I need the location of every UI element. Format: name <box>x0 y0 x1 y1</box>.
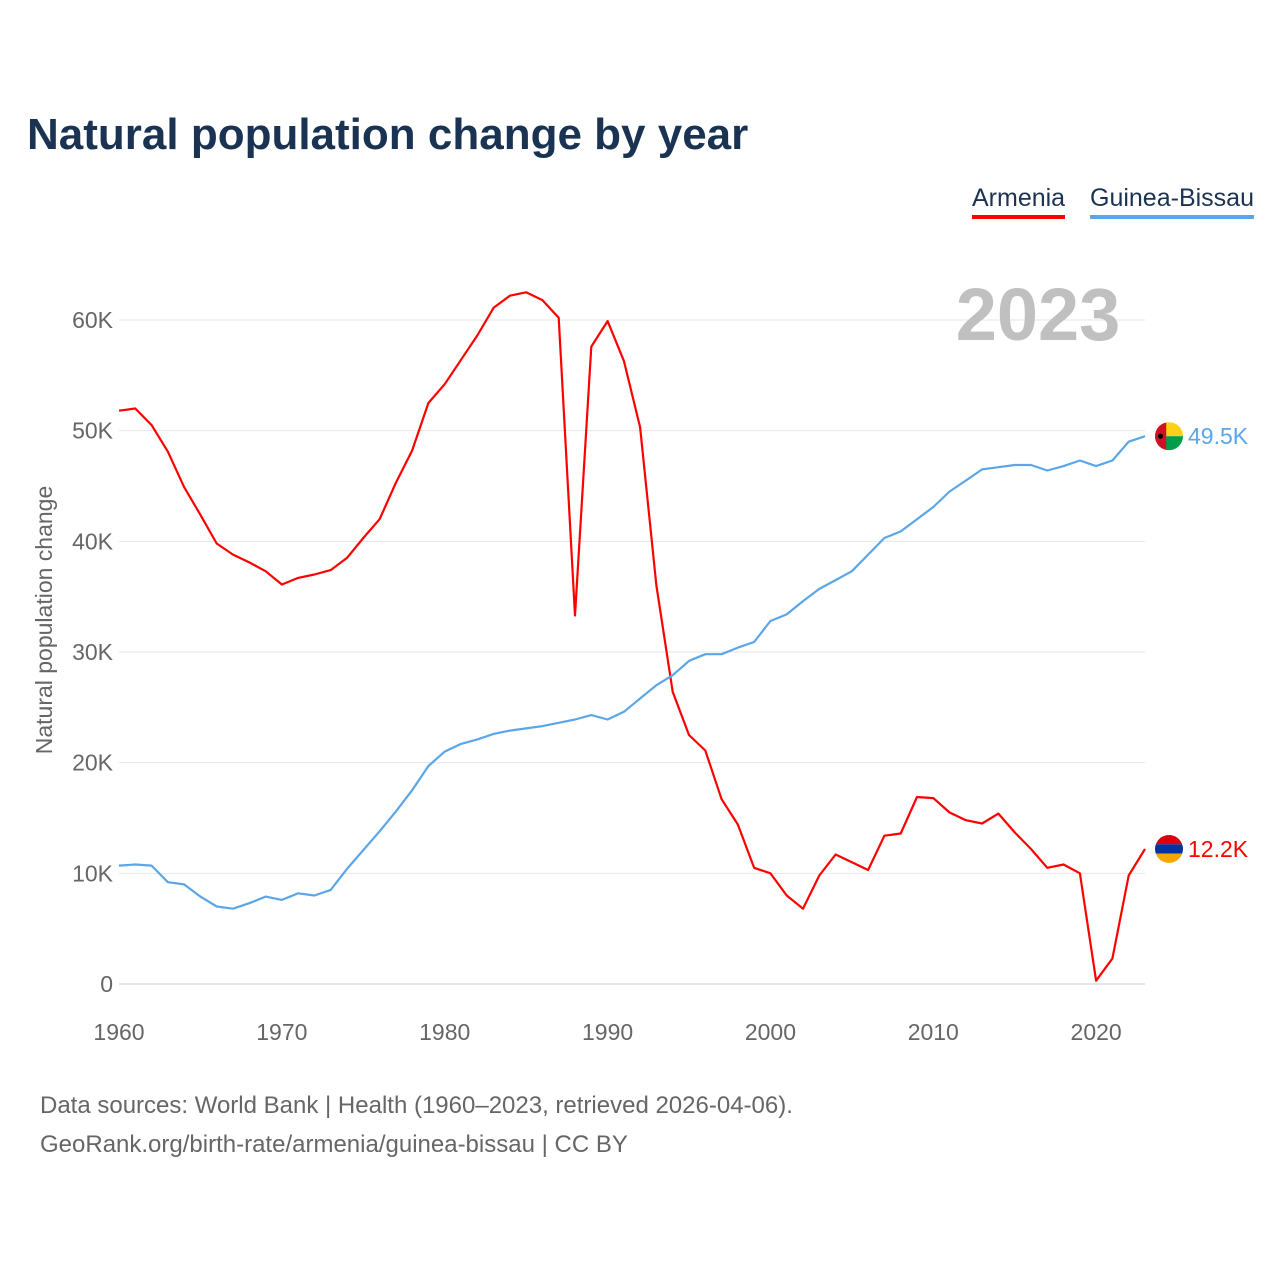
source-link[interactable]: GeoRank.org/birth-rate/armenia/guinea-bi… <box>40 1131 628 1158</box>
legend-item-guinea-bissau[interactable]: Guinea-Bissau <box>1090 184 1254 219</box>
x-tick-label: 2020 <box>1071 1019 1122 1045</box>
y-tick-label: 60K <box>72 307 114 333</box>
legend-item-armenia[interactable]: Armenia <box>972 184 1066 219</box>
end-value-label-guinea-bissau: 49.5K <box>1188 423 1249 449</box>
armenia-flag-icon <box>1155 834 1183 863</box>
y-axis-title: Natural population change <box>31 486 57 755</box>
current-year-label: 2023 <box>956 273 1121 356</box>
x-tick-label: 1990 <box>582 1019 633 1045</box>
x-tick-label: 2000 <box>745 1019 796 1045</box>
y-tick-label: 0 <box>100 971 113 997</box>
end-value-label-armenia: 12.2K <box>1188 836 1249 862</box>
y-tick-label: 40K <box>72 528 114 554</box>
y-tick-label: 50K <box>72 418 114 444</box>
y-tick-label: 10K <box>72 860 114 886</box>
x-tick-label: 2010 <box>908 1019 959 1045</box>
x-tick-label: 1960 <box>93 1019 144 1045</box>
series-line-armenia <box>118 291 1146 982</box>
footer: Data sources: World Bank | Health (1960–… <box>40 1086 793 1164</box>
data-source-text: Data sources: World Bank | Health (1960–… <box>40 1092 793 1119</box>
y-tick-label: 30K <box>72 639 114 665</box>
guinea-bissau-flag-icon <box>1155 422 1183 451</box>
y-tick-label: 20K <box>72 750 114 776</box>
x-tick-label: 1980 <box>419 1019 470 1045</box>
series-line-guinea-bissau <box>118 435 1146 910</box>
chart-title: Natural population change by year <box>27 110 749 159</box>
x-tick-label: 1970 <box>256 1019 307 1045</box>
